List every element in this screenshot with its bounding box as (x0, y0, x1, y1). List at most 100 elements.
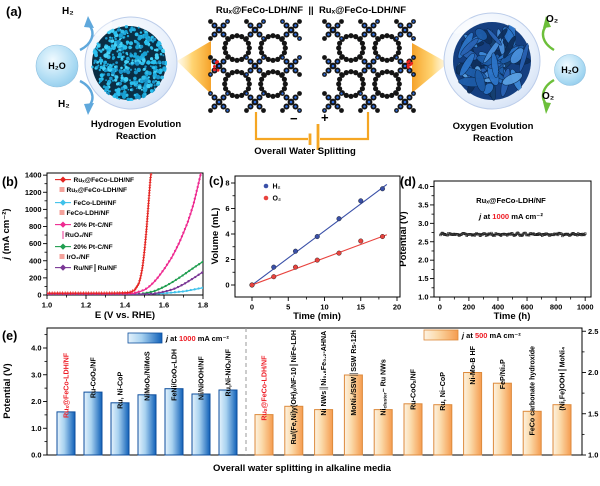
svg-text:1.5: 1.5 (588, 409, 598, 418)
legend-label: j at 500 mA cm⁻² (461, 331, 521, 340)
ru-site (215, 60, 219, 64)
oer-line1: Oxygen Evolution (452, 121, 534, 132)
stability-data (439, 231, 587, 238)
svg-text:2.0: 2.0 (31, 397, 41, 406)
bar-label: FeNi/CoOₓ-LDH (170, 349, 178, 401)
svg-text:3.0: 3.0 (31, 370, 41, 379)
svg-text:2.5: 2.5 (418, 237, 428, 246)
panel-c-label: (c) (209, 174, 224, 188)
nanoflower (453, 21, 531, 101)
svg-text:0: 0 (438, 303, 442, 312)
bar (110, 402, 130, 456)
bar (56, 411, 76, 456)
ows-label: Overall Water Splitting (254, 146, 356, 157)
panel-d-chart: 0 200 400 600 800 1000 1.0 1.5 2.0 2.5 3.0 3.5 4.0 Ti… (398, 175, 594, 322)
bar (83, 391, 103, 456)
data-point (336, 250, 342, 256)
svg-text:0.0: 0.0 (31, 451, 41, 460)
electrode-title: Ruₓ@FeCo-LDH/NF || Ruₓ@FeCo-LDH/NF (200, 5, 422, 16)
svg-text:200: 200 (463, 303, 476, 312)
bar-label: Ru/(Fe,Ni)y(OH)ₓ/NF-10║NiFe-LDH (289, 330, 299, 444)
sphere-highlight-left (93, 20, 113, 36)
bar (137, 394, 157, 456)
svg-text:0: 0 (250, 303, 254, 312)
b-x-title: E (V vs. RHE) (95, 310, 155, 321)
e-y-title: Potential (V) (2, 363, 13, 418)
bar-label: Ru, Ni–CoP (439, 372, 447, 411)
panel-e-chart: 0.0 1.0 2.0 3.0 4.0 1.0 1.5 2.0 2.5 Overall water… (2, 327, 598, 474)
svg-text:1.4: 1.4 (120, 301, 131, 310)
bar-label: FeCo carbonate hydroxide (529, 346, 537, 436)
svg-text:IrO₂/NF: IrO₂/NF (67, 254, 90, 261)
data-point (292, 264, 298, 270)
svg-text:1.0: 1.0 (418, 293, 428, 302)
bar (492, 382, 512, 456)
curve (47, 271, 203, 295)
minus-label: − (290, 111, 298, 126)
bar (433, 404, 453, 456)
svg-text:400: 400 (492, 303, 505, 312)
svg-text:600: 600 (521, 303, 534, 312)
svg-text:1.0: 1.0 (42, 301, 52, 310)
data-point (249, 282, 255, 288)
c-y-title: Volume (mL) (210, 208, 221, 265)
ru-site (406, 60, 410, 64)
svg-text:1.0: 1.0 (31, 424, 41, 433)
bar-label: Ruₓ@FeCo-LDH/NF (62, 352, 70, 418)
bar-label: Nicluster– Ru NWs (380, 359, 389, 416)
svg-text:Ruₓ@FeCo-LDH/NF: Ruₓ@FeCo-LDH/NF (67, 187, 128, 194)
bar-label: Ni NWs║Ni₀.₈Fe₀.₂-AHNA (319, 331, 329, 416)
bar-label: Ni/NiOOH/NF (197, 356, 205, 400)
svg-text:6: 6 (225, 204, 229, 213)
o2-label-top: O₂ (546, 14, 559, 25)
oer-label: Oxygen Evolution Reaction (418, 121, 568, 145)
bar (463, 372, 483, 456)
svg-text:8: 8 (225, 179, 229, 188)
wire-right (320, 112, 370, 141)
plot-frame (234, 175, 401, 298)
svg-text:FeCo-LDH/NF: FeCo-LDH/NF (67, 210, 110, 217)
svg-text:20: 20 (393, 303, 401, 312)
data-point (336, 216, 342, 222)
b-y-title: j (mA cm⁻²) (1, 208, 12, 261)
bar (552, 404, 572, 456)
ru-site (216, 68, 220, 72)
data-point (379, 234, 385, 240)
wire-left (254, 112, 308, 141)
svg-text:O₂: O₂ (273, 196, 282, 203)
bar-label: Ruₓ@FeCo-LDH/NF (260, 355, 268, 421)
svg-text:600: 600 (29, 239, 42, 248)
h2o-sphere-left (35, 44, 79, 88)
e-x-title: Overall water splitting in alkaline medi… (213, 463, 392, 474)
data-point (314, 234, 320, 240)
svg-text:800: 800 (550, 303, 563, 312)
svg-text:4: 4 (225, 230, 230, 239)
bar-label: (Ni,Fe)OOH║MoNi₄ (557, 346, 567, 411)
svg-text:0: 0 (37, 291, 41, 300)
svg-text:3.0: 3.0 (418, 219, 428, 228)
h2-label-bottom: H₂ (58, 99, 70, 110)
d-annotation-2: j at 1000 mA cm⁻² (478, 212, 543, 221)
bar (373, 409, 393, 456)
bar (314, 409, 334, 456)
ru-site (213, 65, 216, 68)
bar (254, 414, 274, 456)
panel-b-chart: 1.0 1.2 1.4 1.6 1.8 0 200 400 600 800 1000 1200 1400… (1, 171, 208, 321)
svg-text:400: 400 (29, 256, 42, 265)
svg-text:1.5: 1.5 (418, 274, 428, 283)
svg-text:2: 2 (225, 255, 229, 264)
data-point (379, 186, 385, 192)
c-x-title: Time (min) (293, 311, 341, 322)
svg-text:1200: 1200 (25, 188, 42, 197)
bar-label: Ru,Ni-NiOₓ/NF (224, 348, 232, 396)
bar-label: MoNi₄/SSW║SSW Rs-12h (349, 330, 359, 416)
electrode-title-sep: || (308, 5, 314, 16)
svg-text:4.0: 4.0 (31, 344, 41, 353)
data-point (292, 248, 298, 254)
legend-swatch (423, 329, 459, 341)
h2-label-top: H₂ (62, 6, 74, 17)
h2o-sphere-right (554, 54, 586, 86)
svg-text:200: 200 (29, 273, 42, 282)
legend-entry: 20% Pt-C/NF (74, 244, 113, 251)
svg-text:1000: 1000 (25, 205, 42, 214)
